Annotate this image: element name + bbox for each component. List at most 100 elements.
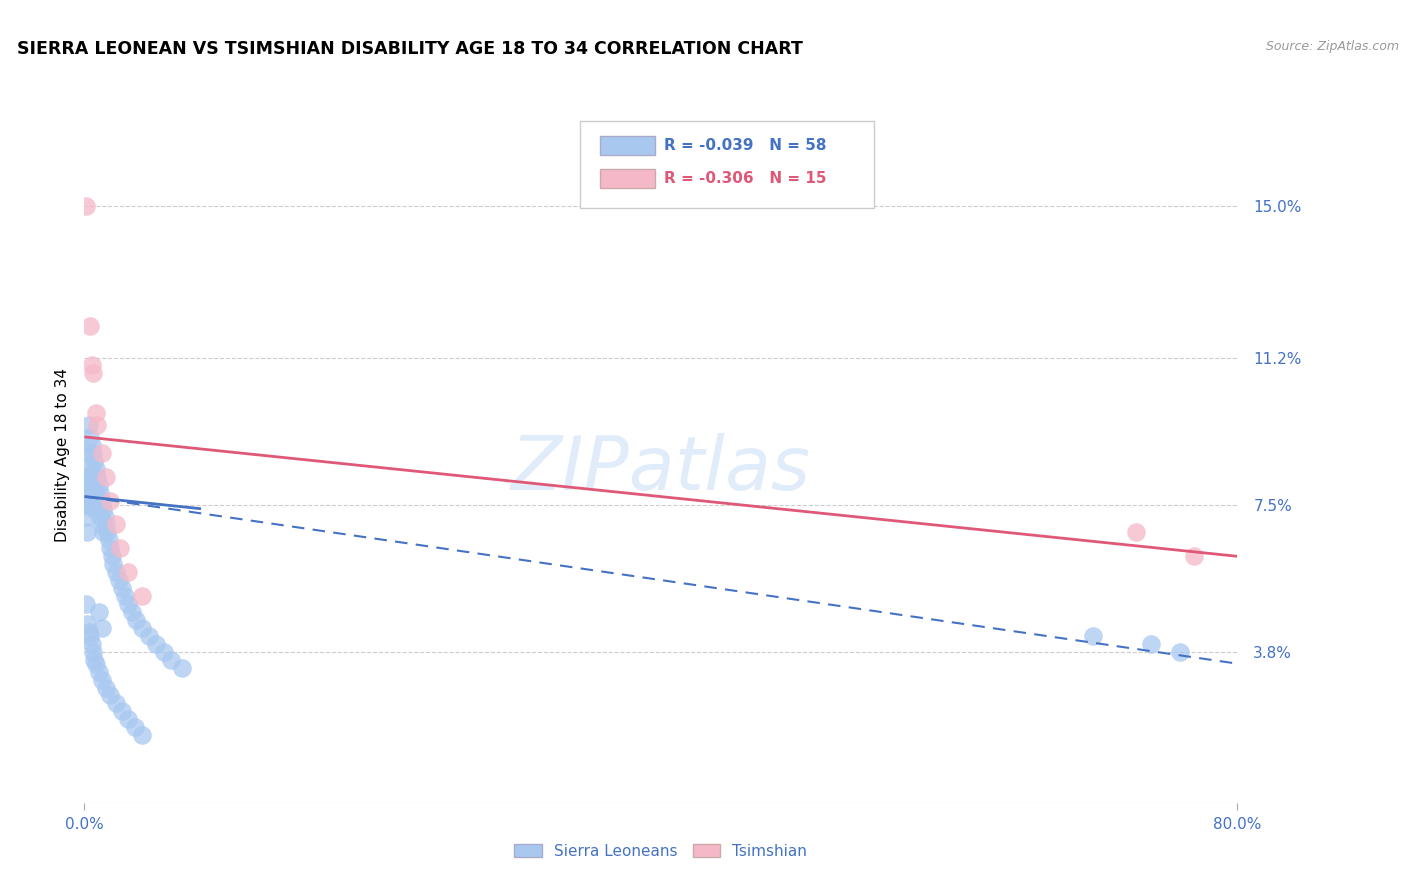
Point xyxy=(1168,645,1191,659)
Point xyxy=(91,501,114,516)
Point xyxy=(79,318,101,333)
Point xyxy=(98,493,121,508)
Point xyxy=(86,418,108,433)
Point xyxy=(80,637,103,651)
Point xyxy=(90,493,112,508)
Point xyxy=(89,509,111,524)
Point xyxy=(93,509,115,524)
Point xyxy=(75,597,97,611)
Point xyxy=(114,589,136,603)
Point xyxy=(172,660,194,674)
Point xyxy=(1125,525,1147,540)
Point xyxy=(1083,629,1105,643)
Point xyxy=(87,477,110,491)
Point xyxy=(76,616,98,631)
Point xyxy=(75,498,97,512)
Point xyxy=(79,629,101,643)
Point xyxy=(82,446,104,460)
Point xyxy=(111,704,134,718)
Point xyxy=(82,493,104,508)
Point xyxy=(77,624,100,639)
Point xyxy=(86,470,108,484)
Point xyxy=(105,697,128,711)
Point xyxy=(87,665,110,679)
Point xyxy=(77,418,100,433)
Text: ZIPatlas: ZIPatlas xyxy=(510,433,811,505)
Y-axis label: Disability Age 18 to 34: Disability Age 18 to 34 xyxy=(55,368,70,542)
Point xyxy=(110,541,132,556)
Point xyxy=(94,470,117,484)
Point xyxy=(97,533,120,548)
Legend: Sierra Leoneans, Tsimshian: Sierra Leoneans, Tsimshian xyxy=(508,838,814,864)
Point xyxy=(75,470,97,484)
Point xyxy=(75,199,97,213)
FancyBboxPatch shape xyxy=(581,121,875,208)
Point xyxy=(79,458,101,472)
Text: R = -0.306   N = 15: R = -0.306 N = 15 xyxy=(664,171,827,186)
Point xyxy=(79,485,101,500)
Point xyxy=(87,605,110,619)
Point xyxy=(100,549,122,564)
Point xyxy=(84,462,107,476)
Point xyxy=(94,517,117,532)
Point xyxy=(1182,549,1205,564)
Point xyxy=(160,653,183,667)
Point xyxy=(80,438,103,452)
Point xyxy=(90,673,112,687)
Point xyxy=(76,485,98,500)
Point xyxy=(131,728,153,742)
Point xyxy=(89,485,111,500)
Point xyxy=(152,645,174,659)
Point xyxy=(117,565,139,579)
Point xyxy=(103,558,124,572)
Point xyxy=(138,629,160,643)
Point xyxy=(83,477,105,491)
Point xyxy=(77,446,100,460)
Point xyxy=(90,517,112,532)
Point xyxy=(105,517,128,532)
Point xyxy=(80,493,103,508)
Text: Source: ZipAtlas.com: Source: ZipAtlas.com xyxy=(1265,40,1399,54)
Text: SIERRA LEONEAN VS TSIMSHIAN DISABILITY AGE 18 TO 34 CORRELATION CHART: SIERRA LEONEAN VS TSIMSHIAN DISABILITY A… xyxy=(17,40,803,58)
Point xyxy=(90,621,112,635)
Point xyxy=(86,493,108,508)
Point xyxy=(98,689,121,703)
Point xyxy=(111,581,134,595)
Point xyxy=(82,470,104,484)
Point xyxy=(94,681,117,695)
Point xyxy=(76,525,98,540)
Point xyxy=(98,541,121,556)
Point xyxy=(96,525,118,540)
Point xyxy=(77,498,100,512)
Point xyxy=(1140,637,1163,651)
Point xyxy=(79,430,101,444)
Point xyxy=(82,645,104,659)
Text: R = -0.039   N = 58: R = -0.039 N = 58 xyxy=(664,137,827,153)
Point xyxy=(90,446,112,460)
Point xyxy=(145,637,167,651)
Point xyxy=(117,712,139,726)
Point xyxy=(87,501,110,516)
Point xyxy=(76,509,98,524)
Point xyxy=(91,525,114,540)
Point xyxy=(124,720,146,734)
Point xyxy=(83,454,105,468)
Point xyxy=(121,605,143,619)
Point xyxy=(117,597,139,611)
Point xyxy=(84,657,107,671)
Point xyxy=(82,367,104,381)
Point xyxy=(131,621,153,635)
Point xyxy=(105,565,128,579)
Point xyxy=(131,589,153,603)
Point xyxy=(84,406,107,420)
Point xyxy=(83,653,105,667)
Point xyxy=(77,477,100,491)
Point xyxy=(125,613,148,627)
Bar xyxy=(600,169,655,188)
Point xyxy=(80,359,103,373)
Point xyxy=(84,485,107,500)
Point xyxy=(83,501,105,516)
Point xyxy=(80,466,103,480)
Bar xyxy=(600,136,655,155)
Point xyxy=(108,573,131,587)
